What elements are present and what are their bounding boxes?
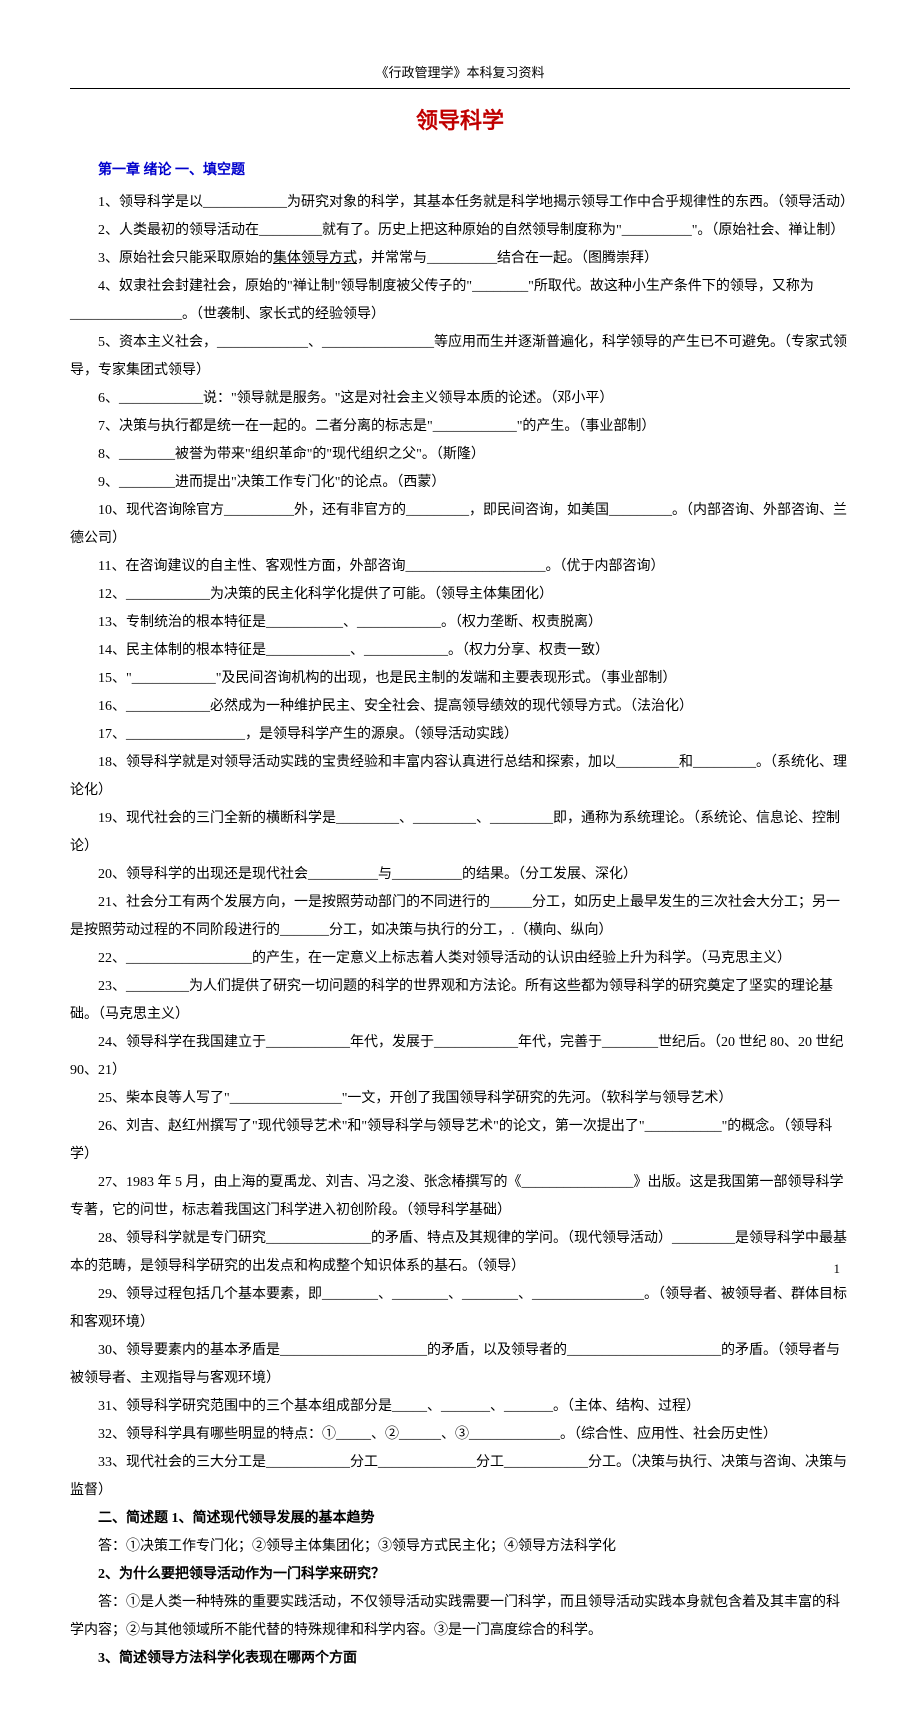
fill-blank-item: 19、现代社会的三门全新的横断科学是_________、_________、__… [70,805,850,861]
fill-blank-item: 8、________被誉为带来"组织革命"的"现代组织之父"。（斯隆） [70,441,850,469]
fill-blank-item: 16、____________必然成为一种维护民主、安全社会、提高领导绩效的现代… [70,693,850,721]
fill-blank-item: 25、柴本良等人写了"________________"一文，开创了我国领导科学… [70,1085,850,1113]
essay-heading: 二、简述题 1、简述现代领导发展的基本趋势 [70,1505,850,1533]
fill-blank-item: 4、奴隶社会封建社会，原始的"禅让制"领导制度被父传子的"________"所取… [70,273,850,329]
main-title: 领导科学 [70,99,850,143]
essay-question-2: 2、为什么要把领导活动作为一门科学来研究？ [70,1561,850,1589]
fill-blank-item: 23、_________为人们提供了研究一切问题的科学的世界观和方法论。所有这些… [70,973,850,1029]
essay-answer-2: 答：①是人类一种特殊的重要实践活动，不仅领导活动实践需要一门科学，而且领导活动实… [70,1589,850,1645]
fill-blank-item: 9、________进而提出"决策工作专门化"的论点。（西蒙） [70,469,850,497]
page-number: 1 [834,1256,841,1282]
fill-blank-item: 13、专制统治的根本特征是___________、____________。（权… [70,609,850,637]
fill-blank-item: 21、社会分工有两个发展方向，一是按照劳动部门的不同进行的______分工，如历… [70,889,850,945]
fill-blank-item: 22、__________________的产生，在一定意义上标志着人类对领导活… [70,945,850,973]
fill-blank-item: 5、资本主义社会，_____________、________________等… [70,329,850,385]
fill-blank-item: 20、领导科学的出现还是现代社会__________与__________的结果… [70,861,850,889]
fill-blank-item: 32、领导科学具有哪些明显的特点：①_____、②______、③_______… [70,1421,850,1449]
fill-blank-item: 27、1983 年 5 月，由上海的夏禹龙、刘吉、冯之浚、张念椿撰写的《____… [70,1169,850,1225]
fill-blank-item: 1、领导科学是以____________为研究对象的科学，其基本任务就是科学地揭… [70,189,850,217]
fill-blank-item: 10、现代咨询除官方__________外，还有非官方的_________，即民… [70,497,850,553]
fill-blank-item: 30、领导要素内的基本矛盾是_____________________的矛盾，以… [70,1337,850,1393]
fill-blank-item: 6、____________说："领导就是服务。"这是对社会主义领导本质的论述。… [70,385,850,413]
fill-blank-item: 2、人类最初的领导活动在_________就有了。历史上把这种原始的自然领导制度… [70,217,850,245]
fill-blank-item: 28、领导科学就是专门研究_______________的矛盾、特点及其规律的学… [70,1225,850,1281]
fill-blank-item: 33、现代社会的三大分工是____________分工_____________… [70,1449,850,1505]
essay-question-3: 3、简述领导方法科学化表现在哪两个方面 [70,1645,850,1673]
fill-blank-item: 29、领导过程包括几个基本要素，即________、________、_____… [70,1281,850,1337]
fill-blank-item: 7、决策与执行都是统一在一起的。二者分离的标志是"____________"的产… [70,413,850,441]
essay-answer-1: 答：①决策工作专门化；②领导主体集团化；③领导方式民主化；④领导方法科学化 [70,1533,850,1561]
fill-blank-item: 3、原始社会只能采取原始的集体领导方式，并常常与__________结合在一起。… [70,245,850,273]
fill-blank-item: 12、____________为决策的民主化科学化提供了可能。（领导主体集团化） [70,581,850,609]
section-heading-ch1: 第一章 绪论 一、填空题 [70,157,850,185]
page-header: 《行政管理学》本科复习资料 [70,60,850,89]
fill-blank-item: 31、领导科学研究范围中的三个基本组成部分是_____、_______、____… [70,1393,850,1421]
fill-blank-item: 15、"____________"及民间咨询机构的出现，也是民主制的发端和主要表… [70,665,850,693]
fill-blank-item: 14、民主体制的根本特征是____________、____________。（… [70,637,850,665]
fill-blank-item: 26、刘吉、赵红州撰写了"现代领导艺术"和"领导科学与领导艺术"的论文，第一次提… [70,1113,850,1169]
fill-blank-item: 17、_________________，是领导科学产生的源泉。（领导活动实践） [70,721,850,749]
inline-underline: 集体领导方式 [273,251,357,266]
fill-blank-item: 11、在咨询建议的自主性、客观性方面，外部咨询_________________… [70,553,850,581]
fill-blank-item: 24、领导科学在我国建立于____________年代，发展于_________… [70,1029,850,1085]
fill-blank-list: 1、领导科学是以____________为研究对象的科学，其基本任务就是科学地揭… [70,189,850,1505]
fill-blank-item: 18、领导科学就是对领导活动实践的宝贵经验和丰富内容认真进行总结和探索，加以__… [70,749,850,805]
